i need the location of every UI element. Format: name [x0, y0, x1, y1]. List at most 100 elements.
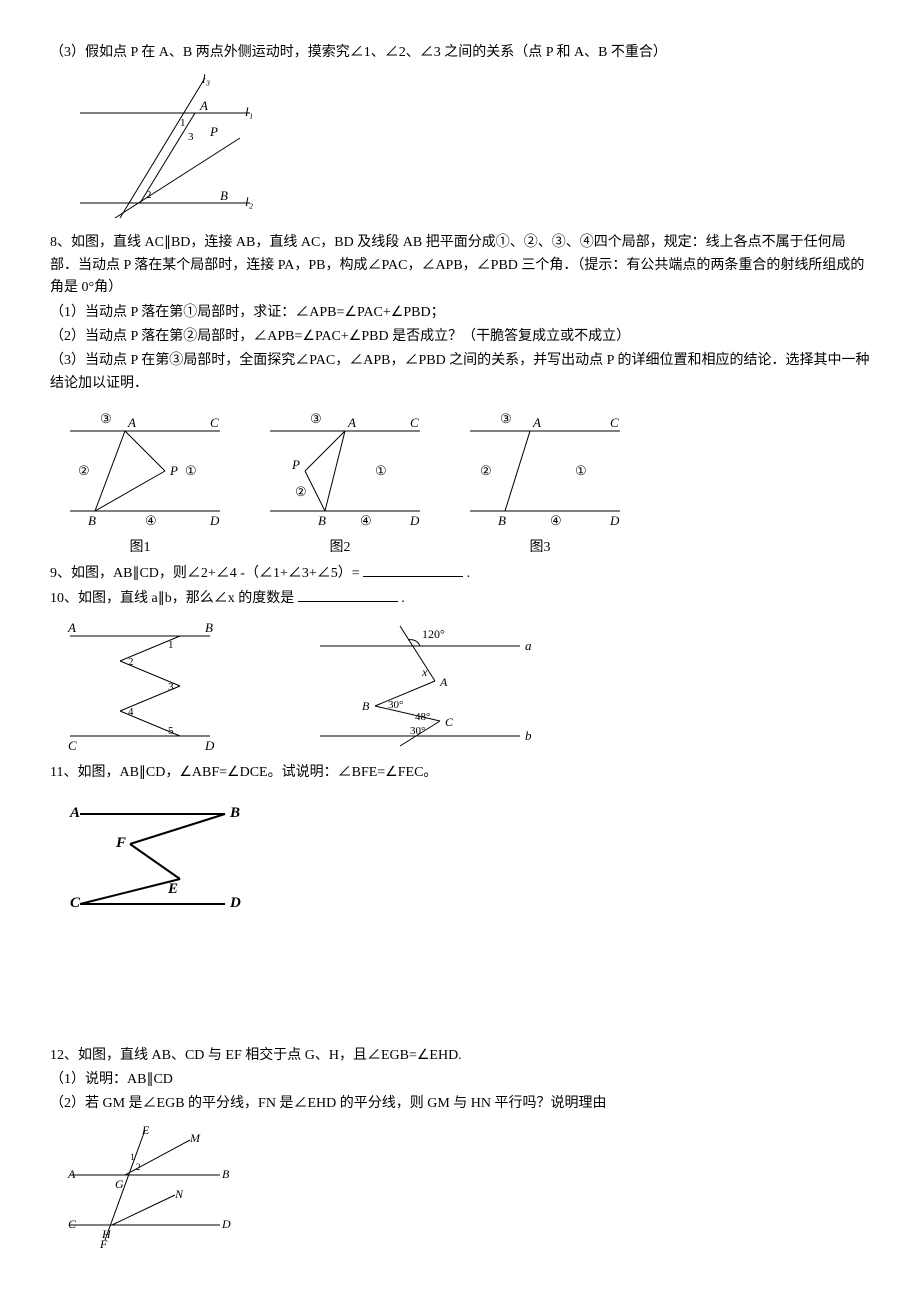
svg-text:A: A: [532, 415, 541, 430]
svg-text:②: ②: [78, 463, 90, 478]
svg-text:M: M: [189, 1131, 201, 1145]
svg-text:l₂: l₂: [245, 194, 254, 209]
svg-text:48°: 48°: [415, 711, 430, 723]
svg-text:①: ①: [185, 463, 197, 478]
q10-blank: [298, 587, 398, 602]
svg-text:N: N: [174, 1187, 184, 1201]
q8-p3: （3）当动点 P 在第③局部时，全面探究∠PAC，∠APB，∠PBD 之间的关系…: [50, 350, 870, 395]
svg-text:D: D: [409, 513, 420, 528]
svg-text:1: 1: [168, 639, 174, 651]
figure-q8-3: A C B D ① ② ③ ④: [450, 401, 630, 531]
q8-fig1-label: 图1: [130, 537, 151, 559]
figure-q8-2: A C B D P ① ② ③ ④: [250, 401, 430, 531]
svg-text:③: ③: [100, 411, 112, 426]
svg-text:30°: 30°: [410, 725, 425, 737]
svg-text:P: P: [291, 457, 300, 472]
q8-p1: （1）当动点 P 落在第①局部时，求证：∠APB=∠PAC+∠PBD；: [50, 302, 870, 324]
svg-text:2: 2: [128, 656, 134, 668]
q9-blank: [363, 562, 463, 577]
svg-text:A: A: [69, 805, 80, 821]
svg-text:④: ④: [360, 513, 372, 528]
figure-q12: A B C D E F G H M N 1 2: [50, 1120, 250, 1250]
svg-text:5: 5: [168, 725, 174, 737]
svg-text:B: B: [205, 620, 213, 635]
svg-text:1: 1: [130, 1152, 135, 1162]
svg-text:B: B: [88, 513, 96, 528]
q12-p1: （1）说明：AB∥CD: [50, 1069, 870, 1091]
svg-text:E: E: [141, 1123, 150, 1137]
svg-text:②: ②: [295, 484, 307, 499]
figure-q7-3: A B P l₁ l₂ l₃ 1 2 3: [50, 68, 260, 228]
svg-text:E: E: [167, 881, 178, 897]
svg-text:D: D: [204, 738, 215, 753]
svg-text:A: A: [439, 675, 448, 689]
svg-text:P: P: [209, 124, 218, 139]
svg-text:G: G: [115, 1177, 124, 1191]
q10-text: 10、如图，直线 a∥b，那么∠x 的度数是: [50, 591, 294, 606]
svg-text:120°: 120°: [422, 627, 445, 641]
svg-text:l₃: l₃: [202, 71, 210, 86]
svg-text:C: C: [445, 715, 454, 729]
q12-p2: （2）若 GM 是∠EGB 的平分线，FN 是∠EHD 的平分线，则 GM 与 …: [50, 1093, 870, 1115]
svg-text:P: P: [169, 463, 178, 478]
figure-q11: A B C D F E: [50, 789, 270, 919]
svg-text:H: H: [101, 1227, 112, 1241]
svg-text:3: 3: [168, 681, 174, 693]
svg-text:④: ④: [145, 513, 157, 528]
svg-text:③: ③: [310, 411, 322, 426]
q11-stem: 11、如图，AB∥CD，∠ABF=∠DCE。试说明：∠BFE=∠FEC。: [50, 762, 870, 784]
q8-stem: 8、如图，直线 AC∥BD，连接 AB，直线 AC，BD 及线段 AB 把平面分…: [50, 232, 870, 299]
svg-text:B: B: [222, 1167, 230, 1181]
q12-stem: 12、如图，直线 AB、CD 与 EF 相交于点 G、H，且∠EGB=∠EHD.: [50, 1045, 870, 1067]
svg-text:A: A: [67, 1167, 76, 1181]
svg-text:D: D: [229, 895, 241, 911]
svg-text:B: B: [498, 513, 506, 528]
svg-text:C: C: [68, 1217, 77, 1231]
svg-text:B: B: [229, 805, 240, 821]
svg-text:C: C: [70, 895, 81, 911]
svg-text:C: C: [610, 415, 619, 430]
svg-text:A: A: [127, 415, 136, 430]
q7-part3: （3）假如点 P 在 A、B 两点外侧运动时，摸索究∠1、∠2、∠3 之间的关系…: [50, 42, 870, 64]
svg-text:2: 2: [146, 189, 152, 201]
svg-text:D: D: [221, 1217, 231, 1231]
svg-text:D: D: [609, 513, 620, 528]
q9-q10-figures: A B C D 1 2 3 4 5 120° a b x A B 30° 48°…: [50, 612, 870, 760]
svg-text:A: A: [199, 98, 208, 113]
q9-stem: 9、如图，AB∥CD，则∠2+∠4 -（∠1+∠3+∠5）= .: [50, 562, 870, 585]
svg-text:4: 4: [128, 706, 134, 718]
svg-text:1: 1: [180, 117, 186, 129]
q9-end: .: [467, 566, 471, 581]
svg-text:①: ①: [575, 463, 587, 478]
q8-fig2-label: 图2: [330, 537, 351, 559]
svg-text:30°: 30°: [388, 699, 403, 711]
svg-text:C: C: [68, 738, 77, 753]
svg-text:①: ①: [375, 463, 387, 478]
svg-text:D: D: [209, 513, 220, 528]
q9-text: 9、如图，AB∥CD，则∠2+∠4 -（∠1+∠3+∠5）=: [50, 566, 360, 581]
svg-text:a: a: [525, 638, 532, 653]
q10-stem: 10、如图，直线 a∥b，那么∠x 的度数是 .: [50, 587, 870, 610]
svg-text:B: B: [220, 188, 228, 203]
svg-text:B: B: [362, 699, 370, 713]
figure-q10: 120° a b x A B 30° 48° C 30°: [280, 616, 540, 756]
svg-text:F: F: [115, 835, 126, 851]
q10-end: .: [401, 591, 405, 606]
svg-text:A: A: [347, 415, 356, 430]
svg-text:A: A: [67, 620, 76, 635]
svg-text:l₁: l₁: [245, 104, 253, 119]
svg-text:C: C: [410, 415, 419, 430]
q8-fig3-label: 图3: [530, 537, 551, 559]
svg-text:④: ④: [550, 513, 562, 528]
figure-q8-1: A C B D P ① ② ③ ④: [50, 401, 230, 531]
svg-text:C: C: [210, 415, 219, 430]
figure-q9: A B C D 1 2 3 4 5: [50, 616, 260, 756]
svg-text:b: b: [525, 728, 532, 743]
q8-p2: （2）当动点 P 落在第②局部时，∠APB=∠PAC+∠PBD 是否成立？（干脆…: [50, 326, 870, 348]
svg-text:②: ②: [480, 463, 492, 478]
svg-text:B: B: [318, 513, 326, 528]
svg-text:3: 3: [188, 131, 194, 143]
q8-figures: A C B D P ① ② ③ ④ 图1 A C B D P ① ② ③ ④: [50, 397, 870, 559]
svg-text:x: x: [421, 665, 428, 679]
svg-text:③: ③: [500, 411, 512, 426]
